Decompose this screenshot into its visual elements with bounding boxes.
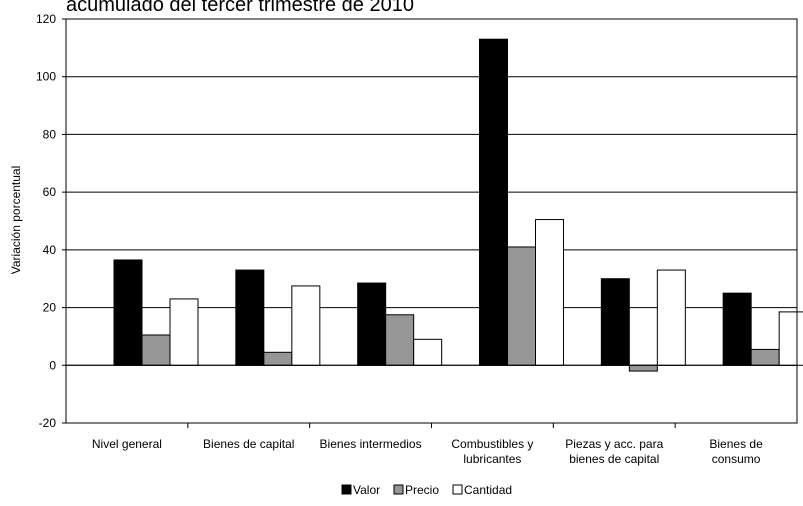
bar-cantidad [170,299,198,365]
category-label: Bienes de [709,437,763,451]
category-label: Combustibles y [451,437,533,451]
bar-valor [236,270,264,365]
y-tick-label: -20 [39,416,57,430]
bar-precio [386,315,414,366]
bar-precio [629,365,657,371]
y-tick-label: 60 [43,185,57,199]
category-label: lubricantes [463,452,521,466]
bar-cantidad [536,220,564,366]
category-label: Nivel general [92,437,162,451]
y-axis-title: Variación porcentual [9,166,23,275]
bar-precio [142,335,170,365]
legend-swatch-cantidad [453,485,462,494]
y-tick-label: 80 [43,127,57,141]
bar-valor [114,260,142,365]
bar-precio [508,247,536,365]
legend: Valor Precio Cantidad [342,483,512,497]
legend-swatch-precio [394,485,403,494]
category-label: bienes de capital [569,452,659,466]
bar-cantidad [414,339,442,365]
bar-cantidad [779,312,803,365]
legend-swatch-valor [342,485,351,494]
category-label: Bienes intermedios [320,437,422,451]
chart-title: acumulado del tercer trimestre de 2010 [66,0,414,16]
category-label: Piezas y acc. para [565,437,663,451]
category-label: consumo [712,452,761,466]
bar-valor [480,39,508,365]
bar-precio [264,352,292,365]
bars [114,39,803,371]
y-tick-label: 0 [49,358,56,372]
y-tick-label: 20 [43,301,57,315]
y-tick-label: 100 [36,70,56,84]
legend-label-precio: Precio [405,483,439,497]
bar-valor [723,293,751,365]
legend-label-valor: Valor [353,483,380,497]
y-tick-label: 120 [36,12,56,26]
legend-label-cantidad: Cantidad [464,483,512,497]
bar-valor [601,279,629,366]
axis-labels: -20 0 20 40 60 80 100 120 Nivel general Bienes de… [36,12,763,466]
axes [62,19,797,428]
y-tick-label: 40 [43,243,57,257]
bar-valor [358,283,386,365]
bar-precio [751,349,779,365]
bar-cantidad [657,270,685,365]
bar-cantidad [292,286,320,365]
category-label: Bienes de capital [203,437,294,451]
